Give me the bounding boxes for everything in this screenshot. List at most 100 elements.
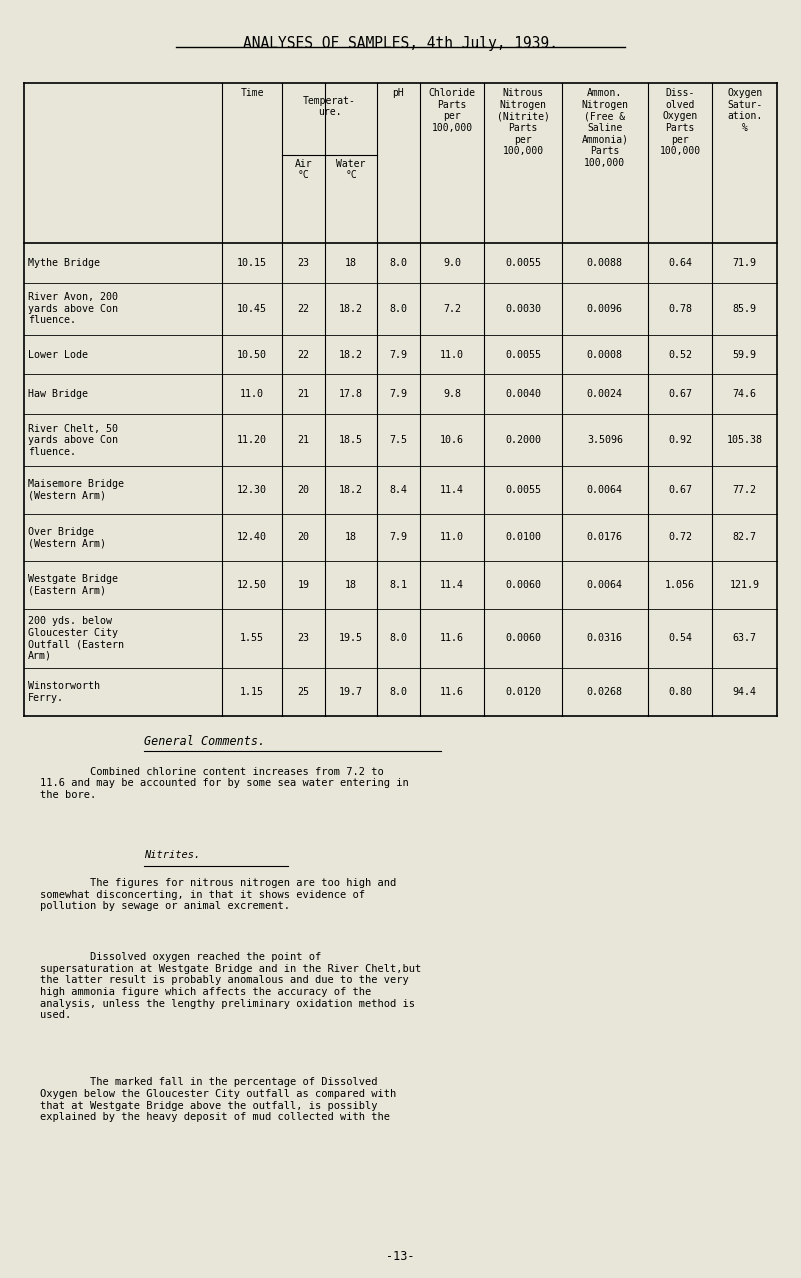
Text: 0.0064: 0.0064 bbox=[587, 484, 623, 495]
Text: 7.2: 7.2 bbox=[443, 304, 461, 313]
Text: 59.9: 59.9 bbox=[733, 349, 757, 359]
Text: 9.8: 9.8 bbox=[443, 390, 461, 399]
Text: 0.0024: 0.0024 bbox=[587, 390, 623, 399]
Text: 1.55: 1.55 bbox=[240, 634, 264, 643]
Text: 0.0055: 0.0055 bbox=[505, 484, 541, 495]
Text: 105.38: 105.38 bbox=[727, 436, 763, 445]
Text: 85.9: 85.9 bbox=[733, 304, 757, 313]
Text: Time: Time bbox=[240, 88, 264, 98]
Text: 200 yds. below
Gloucester City
Outfall (Eastern
Arm): 200 yds. below Gloucester City Outfall (… bbox=[28, 616, 124, 661]
Text: 0.67: 0.67 bbox=[668, 390, 692, 399]
Text: 18: 18 bbox=[345, 533, 357, 542]
Text: 23: 23 bbox=[298, 258, 310, 267]
Text: General Comments.: General Comments. bbox=[144, 735, 265, 748]
Text: Oxygen
Satur-
ation.
%: Oxygen Satur- ation. % bbox=[727, 88, 763, 133]
Text: 0.0060: 0.0060 bbox=[505, 580, 541, 590]
Text: 10.45: 10.45 bbox=[237, 304, 267, 313]
Text: 19.5: 19.5 bbox=[339, 634, 363, 643]
Text: 0.0176: 0.0176 bbox=[587, 533, 623, 542]
Text: 8.0: 8.0 bbox=[389, 258, 408, 267]
Text: 18: 18 bbox=[345, 258, 357, 267]
Text: Haw Bridge: Haw Bridge bbox=[28, 390, 88, 399]
Text: 7.9: 7.9 bbox=[389, 390, 408, 399]
Text: 8.0: 8.0 bbox=[389, 688, 408, 697]
Text: 8.4: 8.4 bbox=[389, 484, 408, 495]
Text: 3.5096: 3.5096 bbox=[587, 436, 623, 445]
Text: 11.6: 11.6 bbox=[440, 688, 464, 697]
Text: 0.0316: 0.0316 bbox=[587, 634, 623, 643]
Text: 0.0120: 0.0120 bbox=[505, 688, 541, 697]
Text: 19.7: 19.7 bbox=[339, 688, 363, 697]
Text: 7.9: 7.9 bbox=[389, 533, 408, 542]
Text: 11.20: 11.20 bbox=[237, 436, 267, 445]
Text: 0.0055: 0.0055 bbox=[505, 349, 541, 359]
Text: 71.9: 71.9 bbox=[733, 258, 757, 267]
Text: 21: 21 bbox=[298, 436, 310, 445]
Text: 82.7: 82.7 bbox=[733, 533, 757, 542]
Text: 0.0008: 0.0008 bbox=[587, 349, 623, 359]
Text: 11.4: 11.4 bbox=[440, 580, 464, 590]
Text: 0.54: 0.54 bbox=[668, 634, 692, 643]
Text: 1.056: 1.056 bbox=[665, 580, 695, 590]
Text: Winstorworth
Ferry.: Winstorworth Ferry. bbox=[28, 681, 100, 703]
Text: 11.4: 11.4 bbox=[440, 484, 464, 495]
Text: 18.2: 18.2 bbox=[339, 349, 363, 359]
Text: 7.5: 7.5 bbox=[389, 436, 408, 445]
Text: Diss-
olved
Oxygen
Parts
per
100,000: Diss- olved Oxygen Parts per 100,000 bbox=[659, 88, 701, 156]
Text: 0.92: 0.92 bbox=[668, 436, 692, 445]
Text: 12.50: 12.50 bbox=[237, 580, 267, 590]
Text: 17.8: 17.8 bbox=[339, 390, 363, 399]
Text: 0.2000: 0.2000 bbox=[505, 436, 541, 445]
Text: Maisemore Bridge
(Western Arm): Maisemore Bridge (Western Arm) bbox=[28, 479, 124, 501]
Text: Over Bridge
(Western Arm): Over Bridge (Western Arm) bbox=[28, 527, 106, 548]
Text: 7.9: 7.9 bbox=[389, 349, 408, 359]
Text: 10.15: 10.15 bbox=[237, 258, 267, 267]
Text: Westgate Bridge
(Eastern Arm): Westgate Bridge (Eastern Arm) bbox=[28, 574, 118, 596]
Text: Air
°C: Air °C bbox=[295, 158, 312, 180]
Text: Mythe Bridge: Mythe Bridge bbox=[28, 258, 100, 267]
Text: Lower Lode: Lower Lode bbox=[28, 349, 88, 359]
Text: 10.6: 10.6 bbox=[440, 436, 464, 445]
Text: 8.0: 8.0 bbox=[389, 634, 408, 643]
Text: 0.0060: 0.0060 bbox=[505, 634, 541, 643]
Text: ANALYSES OF SAMPLES, 4th July, 1939.: ANALYSES OF SAMPLES, 4th July, 1939. bbox=[243, 36, 558, 51]
Text: 12.40: 12.40 bbox=[237, 533, 267, 542]
Text: 11.0: 11.0 bbox=[440, 533, 464, 542]
Text: 22: 22 bbox=[298, 304, 310, 313]
Text: 0.0100: 0.0100 bbox=[505, 533, 541, 542]
Text: 19: 19 bbox=[298, 580, 310, 590]
Text: 0.80: 0.80 bbox=[668, 688, 692, 697]
Text: 8.0: 8.0 bbox=[389, 304, 408, 313]
Text: Water
°C: Water °C bbox=[336, 158, 366, 180]
Text: 20: 20 bbox=[298, 533, 310, 542]
Text: Temperat-
ure.: Temperat- ure. bbox=[303, 96, 356, 118]
Text: 0.67: 0.67 bbox=[668, 484, 692, 495]
Text: 11.6: 11.6 bbox=[440, 634, 464, 643]
Text: 18: 18 bbox=[345, 580, 357, 590]
Text: Chloride
Parts
per
100,000: Chloride Parts per 100,000 bbox=[429, 88, 476, 133]
Text: 0.0030: 0.0030 bbox=[505, 304, 541, 313]
Text: 11.0: 11.0 bbox=[240, 390, 264, 399]
Text: 0.0268: 0.0268 bbox=[587, 688, 623, 697]
Text: Dissolved oxygen reached the point of
supersaturation at Westgate Bridge and in : Dissolved oxygen reached the point of su… bbox=[40, 952, 421, 1020]
Text: 74.6: 74.6 bbox=[733, 390, 757, 399]
Text: 121.9: 121.9 bbox=[730, 580, 759, 590]
Text: 9.0: 9.0 bbox=[443, 258, 461, 267]
Text: -13-: -13- bbox=[386, 1250, 415, 1263]
Text: 0.72: 0.72 bbox=[668, 533, 692, 542]
Text: 0.0096: 0.0096 bbox=[587, 304, 623, 313]
Text: River Avon, 200
yards above Con
fluence.: River Avon, 200 yards above Con fluence. bbox=[28, 291, 118, 325]
Text: The marked fall in the percentage of Dissolved
Oxygen below the Gloucester City : The marked fall in the percentage of Dis… bbox=[40, 1077, 396, 1122]
Text: 1.15: 1.15 bbox=[240, 688, 264, 697]
Text: 20: 20 bbox=[298, 484, 310, 495]
Text: 23: 23 bbox=[298, 634, 310, 643]
Text: 21: 21 bbox=[298, 390, 310, 399]
Text: Nitrites.: Nitrites. bbox=[144, 850, 200, 860]
Text: 22: 22 bbox=[298, 349, 310, 359]
Text: Nitrous
Nitrogen
(Nitrite)
Parts
per
100,000: Nitrous Nitrogen (Nitrite) Parts per 100… bbox=[497, 88, 549, 156]
Text: 10.50: 10.50 bbox=[237, 349, 267, 359]
Text: The figures for nitrous nitrogen are too high and
somewhat disconcerting, in tha: The figures for nitrous nitrogen are too… bbox=[40, 878, 396, 911]
Text: 0.64: 0.64 bbox=[668, 258, 692, 267]
Text: 94.4: 94.4 bbox=[733, 688, 757, 697]
Text: 18.5: 18.5 bbox=[339, 436, 363, 445]
